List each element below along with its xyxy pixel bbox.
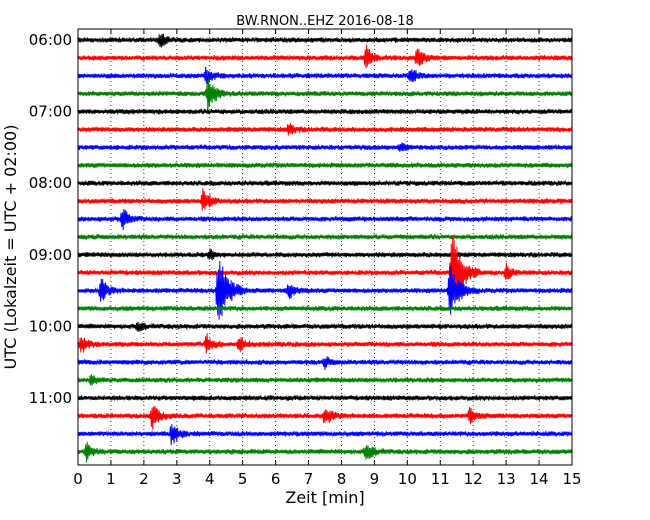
trace-line <box>77 188 573 211</box>
y-axis: 06:00 07:00 08:00 09:00 10:00 11:00 <box>29 31 572 407</box>
trace-line <box>77 123 573 136</box>
x-tick-label: 0 <box>73 470 83 488</box>
trace-line <box>77 142 573 152</box>
x-tick-label: 15 <box>562 470 581 488</box>
trace-line <box>77 333 573 354</box>
trace-line <box>77 356 573 370</box>
x-tick-label: 7 <box>304 470 314 488</box>
x-tick-label: 11 <box>431 470 450 488</box>
trace-line <box>77 78 573 114</box>
y-tick-label: 06:00 <box>29 31 72 49</box>
chart-title: BW.RNON..EHZ 2016-08-18 <box>236 14 414 29</box>
trace-group <box>77 33 573 463</box>
y-axis-label: UTC (Lokalzeit = UTC + 02:00) <box>1 125 20 370</box>
x-tick-label: 8 <box>337 470 347 488</box>
x-tick-label: 13 <box>497 470 516 488</box>
trace-line <box>77 441 573 463</box>
trace-line <box>77 321 573 332</box>
y-tick-label: 10:00 <box>29 317 72 335</box>
x-tick-label: 9 <box>370 470 380 488</box>
plot-frame <box>77 28 573 466</box>
x-tick-label: 10 <box>398 470 417 488</box>
x-tick-label: 14 <box>530 470 549 488</box>
trace-line <box>77 233 573 241</box>
trace-line <box>77 33 573 48</box>
x-tick-label: 1 <box>106 470 116 488</box>
trace-line <box>77 108 573 116</box>
trace-line <box>77 161 573 169</box>
trace-line <box>77 374 573 386</box>
x-tick-label: 6 <box>271 470 281 488</box>
x-tick-label: 12 <box>464 470 483 488</box>
trace-line <box>77 305 573 313</box>
trace-line <box>77 235 573 299</box>
y-tick-label: 08:00 <box>29 174 72 192</box>
trace-line <box>77 405 573 430</box>
trace-line <box>77 260 573 320</box>
trace-line <box>77 44 573 69</box>
x-tick-label: 3 <box>172 470 182 488</box>
x-tick-label: 2 <box>139 470 149 488</box>
y-tick-label: 07:00 <box>29 103 72 121</box>
x-tick-label: 4 <box>205 470 215 488</box>
x-tick-label: 5 <box>238 470 248 488</box>
trace-line <box>77 248 573 261</box>
y-tick-label: 09:00 <box>29 246 72 264</box>
x-axis: 0 1 2 3 4 5 6 7 8 9 10 11 12 13 14 15 <box>73 29 582 488</box>
trace-line <box>77 179 573 187</box>
trace-line <box>77 209 573 231</box>
y-tick-label: 11:00 <box>29 389 72 407</box>
trace-line <box>77 67 573 85</box>
trace-line <box>77 394 573 402</box>
x-axis-label: Zeit [min] <box>285 488 364 507</box>
trace-line <box>77 424 573 446</box>
